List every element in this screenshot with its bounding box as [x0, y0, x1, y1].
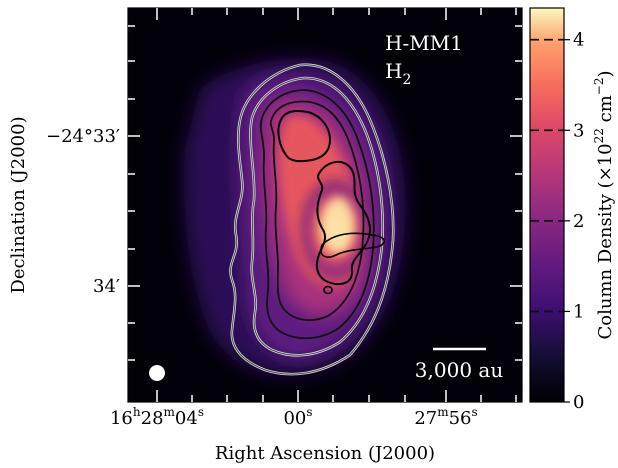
colorbar: 0 1 2 3 4 Column Density (×1022 cm−2): [529, 7, 616, 413]
emission-core: [322, 197, 354, 253]
column-density-map: [128, 8, 522, 402]
x-tick-label-2: 27m56s: [414, 405, 477, 429]
field-label-tracer: H2: [385, 59, 411, 88]
y-axis-label: Declination (J2000): [8, 116, 29, 293]
contours: [229, 63, 395, 376]
x-tick-label-1: 00s: [283, 405, 312, 429]
map-frame: [127, 7, 523, 403]
x-axis-label: Right Ascension (J2000): [215, 443, 435, 464]
x-tick-label-0: 16h28m04s: [110, 405, 204, 429]
colorbar-ticks: 0 1 2 3 4: [530, 30, 584, 413]
x-tick-labels: 16h28m04s 00s 27m56s: [110, 405, 478, 429]
colorbar-tick-label-2: 2: [573, 211, 584, 232]
contour-4: [315, 161, 371, 286]
map-annotations: H-MM1 H2 3,000 au: [149, 31, 503, 382]
colorbar-gradient: [529, 7, 565, 403]
field-label-source: H-MM1: [385, 31, 463, 55]
colorbar-tick-label-0: 0: [573, 392, 584, 413]
contour-5: [320, 232, 385, 258]
contour-outer-1-inner: [230, 64, 394, 375]
colorbar-tick-label-3: 3: [573, 120, 584, 141]
y-tick-labels: −24°33′ 34′: [46, 126, 120, 297]
colorbar-label: Column Density (×1022 cm−2): [592, 70, 616, 339]
colorbar-tick-label-4: 4: [573, 30, 584, 51]
contour-3: [277, 110, 331, 163]
scale-bar-label: 3,000 au: [415, 358, 504, 382]
contour-1: [259, 89, 375, 340]
y-tick-label-0: −24°33′: [46, 126, 120, 147]
colorbar-tick-label-1: 1: [573, 301, 584, 322]
map-border: [127, 7, 523, 403]
beam-marker: [149, 365, 165, 381]
y-tick-label-1: 34′: [93, 276, 120, 297]
contour-2: [269, 100, 365, 322]
contour-outer-2-inner: [249, 77, 384, 356]
tick-marks: [128, 8, 522, 402]
contour-6: [323, 285, 333, 295]
